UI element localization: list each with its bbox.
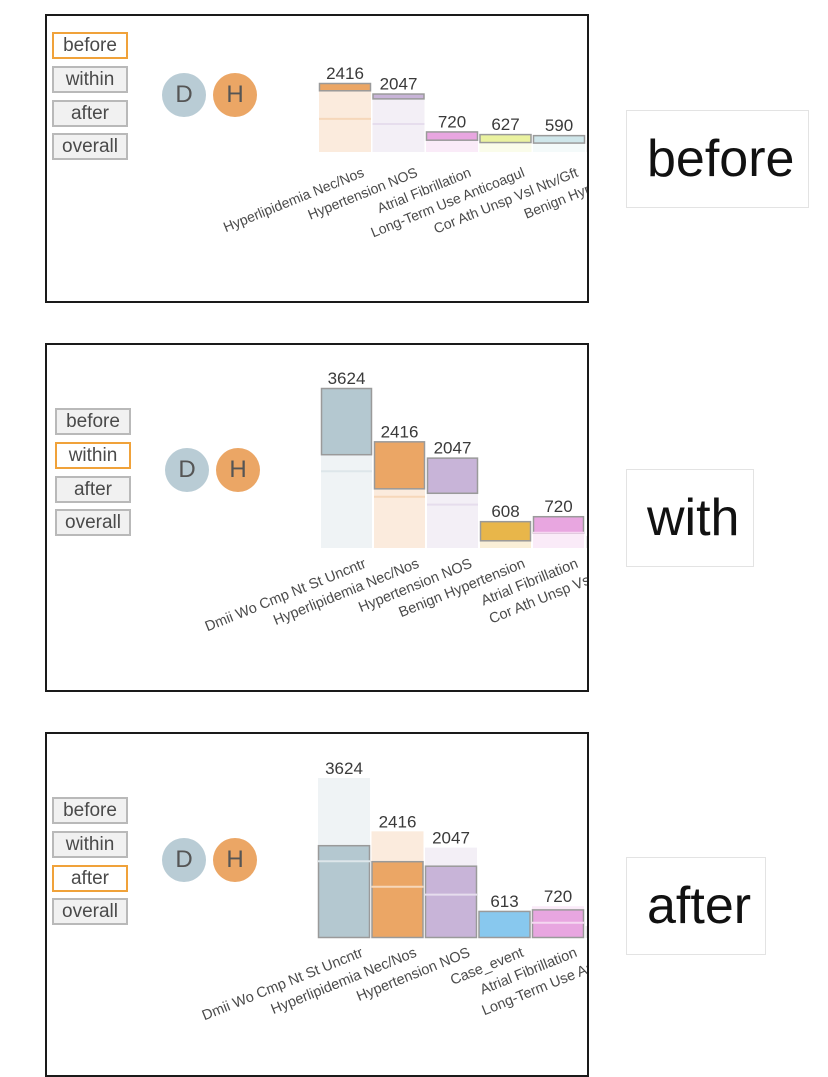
circle-d-toggle[interactable]: D	[162, 73, 206, 117]
tab-before[interactable]: before	[52, 797, 128, 824]
bar-partial	[586, 536, 587, 548]
bar-highlight	[479, 133, 532, 144]
bar-highlight	[478, 910, 531, 939]
value-label: 3624	[325, 759, 363, 778]
tab-overall[interactable]: overall	[52, 133, 128, 160]
value-label: 2047	[380, 75, 418, 94]
circle-d-toggle[interactable]: D	[162, 838, 206, 882]
tab-within[interactable]: within	[52, 66, 128, 93]
bar-0[interactable]	[317, 778, 371, 939]
value-label: 2416	[326, 64, 364, 83]
bar-highlight	[317, 844, 371, 939]
bar-highlight	[320, 387, 373, 456]
tab-within[interactable]: within	[52, 831, 128, 858]
bar-1[interactable]	[371, 831, 424, 939]
bar-2[interactable]	[425, 131, 479, 152]
bar-1[interactable]	[372, 93, 425, 152]
bar-background	[319, 83, 371, 152]
bar-highlight	[372, 93, 425, 100]
value-label: 608	[491, 502, 519, 521]
bar-highlight	[424, 865, 478, 939]
bar-highlight	[318, 82, 372, 92]
circle-h-toggle[interactable]: H	[216, 448, 260, 492]
bar-partial	[586, 140, 587, 152]
bar-3[interactable]	[479, 520, 532, 548]
bar-highlight	[373, 441, 426, 490]
bar-2[interactable]	[426, 457, 479, 548]
circle-h-toggle[interactable]: H	[213, 838, 257, 882]
tab-after[interactable]: after	[52, 100, 128, 127]
value-label: 3624	[328, 369, 366, 388]
tab-overall[interactable]: overall	[55, 509, 131, 536]
side-label-after: after	[626, 857, 767, 955]
value-label: 2416	[381, 422, 419, 441]
bar-3[interactable]	[478, 910, 531, 939]
bar-highlight	[426, 457, 479, 495]
tab-overall[interactable]: overall	[52, 898, 128, 925]
bar-4[interactable]	[532, 515, 585, 548]
tab-after[interactable]: after	[52, 865, 128, 892]
chart-panel-within: 3624 2416 2047 608 720 Dmii Wo Cmp Nt St Uncn…	[45, 343, 589, 692]
value-label: 720	[544, 887, 572, 906]
value-label: 720	[438, 112, 466, 131]
bar-highlight	[532, 134, 586, 144]
chart-panel-before: 2416 2047 720 627 590 Hyperlipidemia Nec/Nos H…	[45, 14, 589, 303]
value-label: 613	[490, 892, 518, 911]
value-label: 2047	[434, 439, 472, 458]
value-label: 2047	[432, 829, 470, 848]
bar-4[interactable]	[531, 906, 585, 939]
side-label-within: with	[626, 469, 755, 567]
side-label-before: before	[626, 110, 810, 208]
tab-after[interactable]: after	[55, 476, 131, 503]
chart-panel-after: 3624 2416 2047 613 720 Dmii Wo Cmp Nt St Uncn…	[45, 732, 589, 1077]
circle-d-toggle[interactable]: D	[165, 448, 209, 492]
tab-before[interactable]: before	[55, 408, 131, 435]
bar-highlight	[532, 515, 585, 534]
category-label: Cor Ath Unsp V	[588, 945, 589, 997]
bar-highlight	[371, 860, 424, 939]
bar-4[interactable]	[532, 134, 586, 152]
tab-before[interactable]: before	[52, 32, 128, 59]
bar-0[interactable]	[320, 387, 373, 548]
bar-0[interactable]	[318, 82, 372, 152]
bar-background	[372, 93, 425, 152]
bar-highlight	[479, 520, 532, 542]
bar-3[interactable]	[479, 133, 532, 152]
value-label: 627	[491, 115, 519, 134]
tab-within[interactable]: within	[55, 442, 131, 469]
bar-highlight	[425, 131, 479, 141]
bar-2[interactable]	[424, 847, 478, 939]
value-label: 720	[544, 497, 572, 516]
bar-1[interactable]	[373, 441, 426, 548]
bar-partial	[585, 926, 587, 938]
value-label: 590	[545, 116, 573, 135]
value-label: 2416	[379, 812, 417, 831]
circle-h-toggle[interactable]: H	[213, 73, 257, 117]
